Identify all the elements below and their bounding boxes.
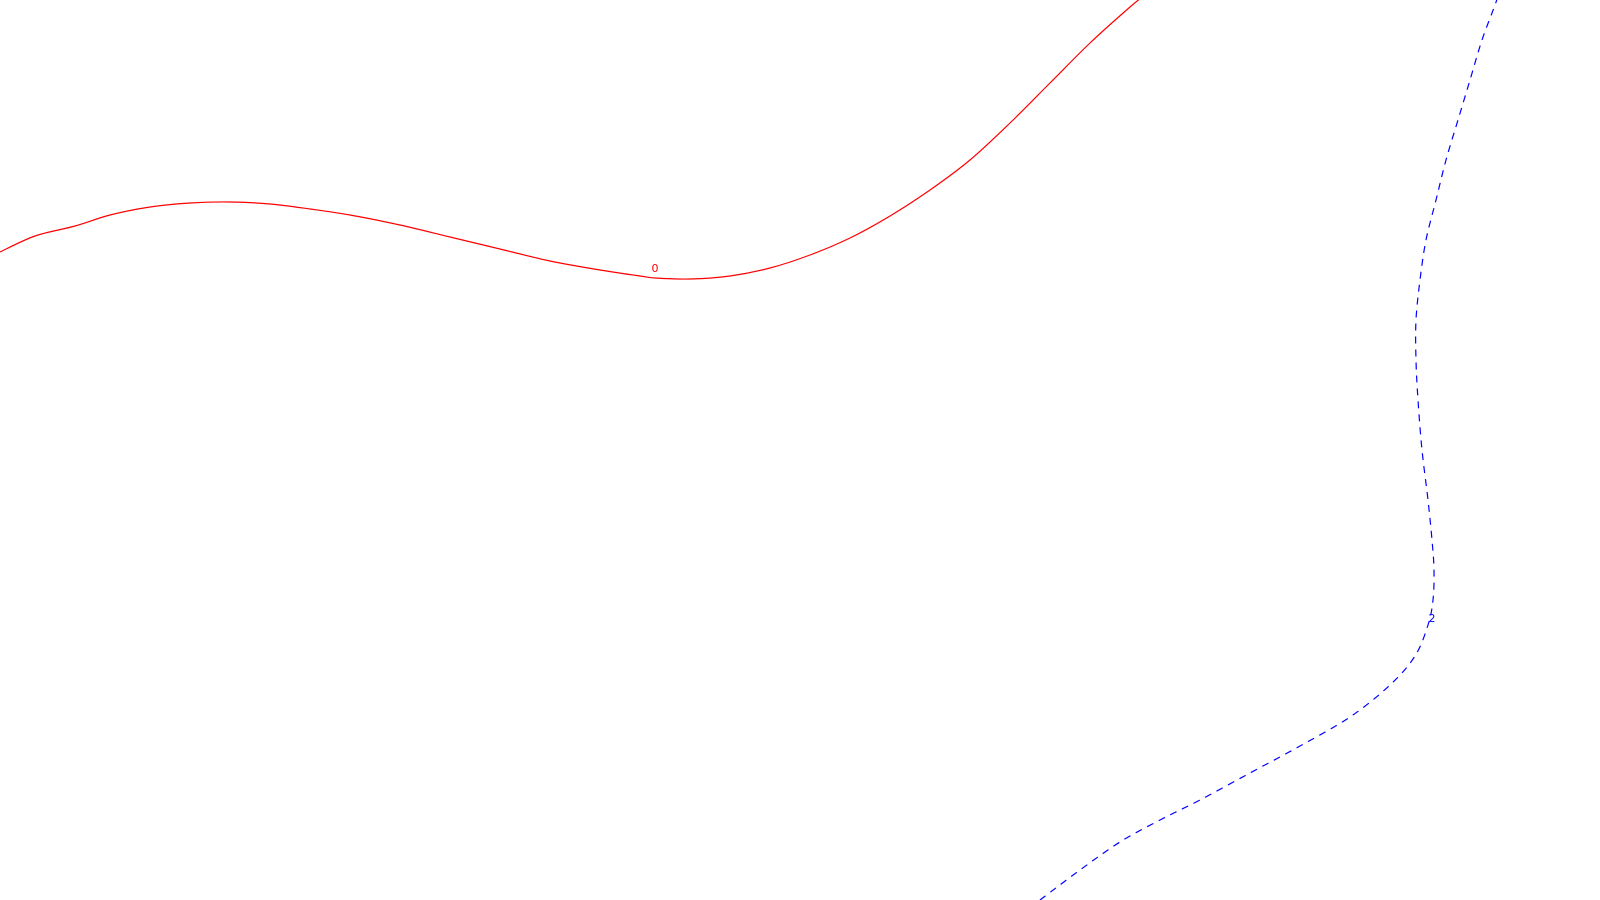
contour-line-2 bbox=[1039, 0, 1498, 900]
contour-label-0: 0 bbox=[652, 262, 659, 275]
contour-line-0 bbox=[0, 0, 1140, 280]
contour-label-2: 2 bbox=[1429, 612, 1436, 625]
series-layer: 02 bbox=[0, 0, 1498, 900]
